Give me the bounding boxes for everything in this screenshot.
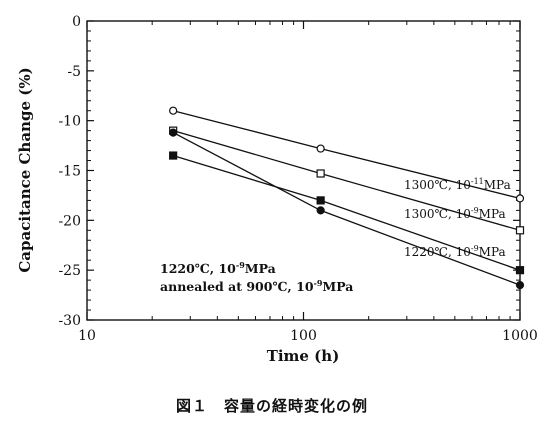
x-axis-label: Time (h): [267, 347, 340, 365]
y-tick-label: -20: [58, 213, 81, 229]
marker-open-circle: [515, 194, 525, 203]
marker-filled-square: [169, 151, 178, 160]
figure-caption: 図１ 容量の経時変化の例: [175, 397, 368, 415]
y-axis-label: Capacitance Change (%): [16, 67, 34, 272]
marker-open-circle: [169, 106, 178, 115]
marker-open-square: [515, 226, 525, 235]
marker-filled-square: [316, 196, 325, 205]
x-tick-label: 1000: [502, 328, 538, 344]
marker-open-circle: [316, 144, 325, 153]
y-tick-label: -25: [58, 263, 81, 279]
marker-filled-circle: [515, 281, 525, 290]
marker-filled-square: [515, 266, 525, 275]
series-markers: [169, 106, 525, 290]
annotation-1300-1e-9: 1300℃, 10-9MPa: [404, 206, 506, 221]
annotation-1220-1e-9: 1220℃, 10-9MPa: [404, 244, 506, 259]
marker-filled-circle: [316, 206, 325, 215]
x-tick-label: 10: [78, 328, 96, 344]
y-tick-label: -10: [58, 114, 81, 130]
plot-frame: [86, 20, 521, 321]
x-tick-label: 100: [290, 328, 317, 344]
y-tick-label: -15: [58, 164, 81, 180]
y-tick-label: -30: [58, 313, 81, 329]
annotation-1220-line2: annealed at 900℃, 10-9MPa: [160, 278, 353, 294]
annotation-1220-line1: 1220℃, 10-9MPa: [160, 260, 276, 276]
marker-filled-circle: [169, 128, 178, 137]
y-tick-label: 0: [72, 14, 81, 30]
y-tick-label: -5: [67, 64, 81, 80]
marker-open-square: [316, 169, 325, 178]
annotation-1300-1e-11: 1300℃, 10-11MPa: [404, 177, 511, 192]
